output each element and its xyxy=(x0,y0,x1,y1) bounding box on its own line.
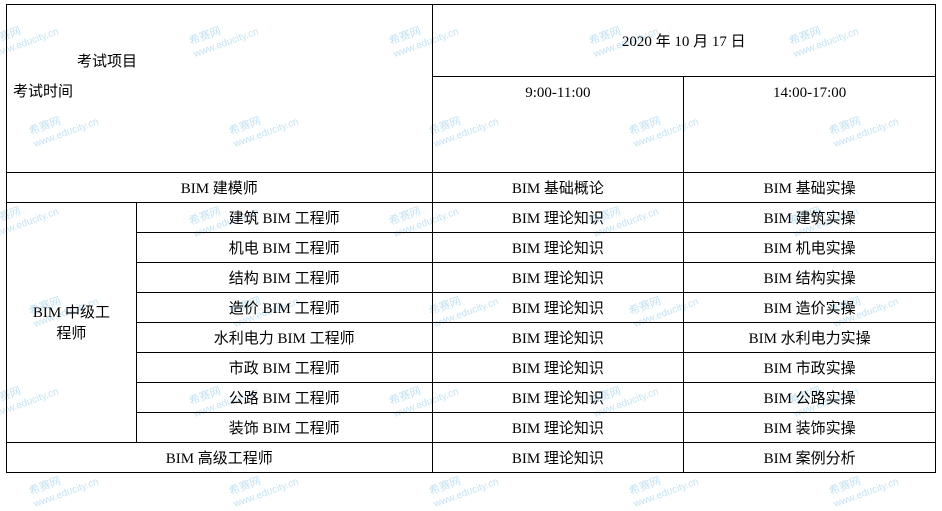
mid-4-slot1: BIM 理论知识 xyxy=(432,322,684,352)
header-row-1: 考试项目 2020 年 10 月 17 日 xyxy=(7,5,936,77)
time-slot-1: 9:00-11:00 xyxy=(432,76,684,172)
time-label: 考试时间 xyxy=(13,84,73,100)
time-slot-2: 14:00-17:00 xyxy=(684,76,936,172)
mid-6-slot1: BIM 理论知识 xyxy=(432,382,684,412)
table-row: 公路 BIM 工程师 BIM 理论知识 BIM 公路实操 xyxy=(7,382,936,412)
modeler-name: BIM 建模师 xyxy=(7,172,433,202)
header-time-label-cell: 考试时间 xyxy=(7,76,433,172)
date-text: 2020 年 10 月 17 日 xyxy=(622,34,746,50)
mid-7-name: 装饰 BIM 工程师 xyxy=(136,412,432,442)
table-row: BIM 建模师 BIM 基础概论 BIM 基础实操 xyxy=(7,172,936,202)
mid-6-slot2: BIM 公路实操 xyxy=(684,382,936,412)
schedule-table: 考试项目 2020 年 10 月 17 日 考试时间 9:00-11:00 14… xyxy=(6,4,936,473)
mid-1-slot2: BIM 机电实操 xyxy=(684,232,936,262)
table-row: BIM 高级工程师 BIM 理论知识 BIM 案例分析 xyxy=(7,442,936,472)
modeler-slot1: BIM 基础概论 xyxy=(432,172,684,202)
table-row: 造价 BIM 工程师 BIM 理论知识 BIM 造价实操 xyxy=(7,292,936,322)
senior-slot1: BIM 理论知识 xyxy=(432,442,684,472)
mid-5-name: 市政 BIM 工程师 xyxy=(136,352,432,382)
mid-5-slot1: BIM 理论知识 xyxy=(432,352,684,382)
mid-7-slot1: BIM 理论知识 xyxy=(432,412,684,442)
senior-name: BIM 高级工程师 xyxy=(7,442,433,472)
mid-7-slot2: BIM 装饰实操 xyxy=(684,412,936,442)
mid-4-slot2: BIM 水利电力实操 xyxy=(684,322,936,352)
mid-5-slot2: BIM 市政实操 xyxy=(684,352,936,382)
mid-2-slot2: BIM 结构实操 xyxy=(684,262,936,292)
table-row: 机电 BIM 工程师 BIM 理论知识 BIM 机电实操 xyxy=(7,232,936,262)
modeler-slot2: BIM 基础实操 xyxy=(684,172,936,202)
senior-slot2: BIM 案例分析 xyxy=(684,442,936,472)
mid-level-label: BIM 中级工 程师 xyxy=(7,202,137,442)
header-row-2: 考试时间 9:00-11:00 14:00-17:00 xyxy=(7,76,936,172)
header-project-cell: 考试项目 xyxy=(7,5,433,77)
table-row: 结构 BIM 工程师 BIM 理论知识 BIM 结构实操 xyxy=(7,262,936,292)
mid-0-slot2: BIM 建筑实操 xyxy=(684,202,936,232)
table-row: 市政 BIM 工程师 BIM 理论知识 BIM 市政实操 xyxy=(7,352,936,382)
table-row: 水利电力 BIM 工程师 BIM 理论知识 BIM 水利电力实操 xyxy=(7,322,936,352)
mid-1-name: 机电 BIM 工程师 xyxy=(136,232,432,262)
mid-2-slot1: BIM 理论知识 xyxy=(432,262,684,292)
project-label: 考试项目 xyxy=(77,54,137,70)
mid-4-name: 水利电力 BIM 工程师 xyxy=(136,322,432,352)
mid-6-name: 公路 BIM 工程师 xyxy=(136,382,432,412)
header-date-cell: 2020 年 10 月 17 日 xyxy=(432,5,935,77)
mid-0-name: 建筑 BIM 工程师 xyxy=(136,202,432,232)
mid-1-slot1: BIM 理论知识 xyxy=(432,232,684,262)
table-row: BIM 中级工 程师 建筑 BIM 工程师 BIM 理论知识 BIM 建筑实操 xyxy=(7,202,936,232)
mid-3-slot2: BIM 造价实操 xyxy=(684,292,936,322)
mid-3-name: 造价 BIM 工程师 xyxy=(136,292,432,322)
mid-3-slot1: BIM 理论知识 xyxy=(432,292,684,322)
mid-0-slot1: BIM 理论知识 xyxy=(432,202,684,232)
mid-2-name: 结构 BIM 工程师 xyxy=(136,262,432,292)
table-row: 装饰 BIM 工程师 BIM 理论知识 BIM 装饰实操 xyxy=(7,412,936,442)
